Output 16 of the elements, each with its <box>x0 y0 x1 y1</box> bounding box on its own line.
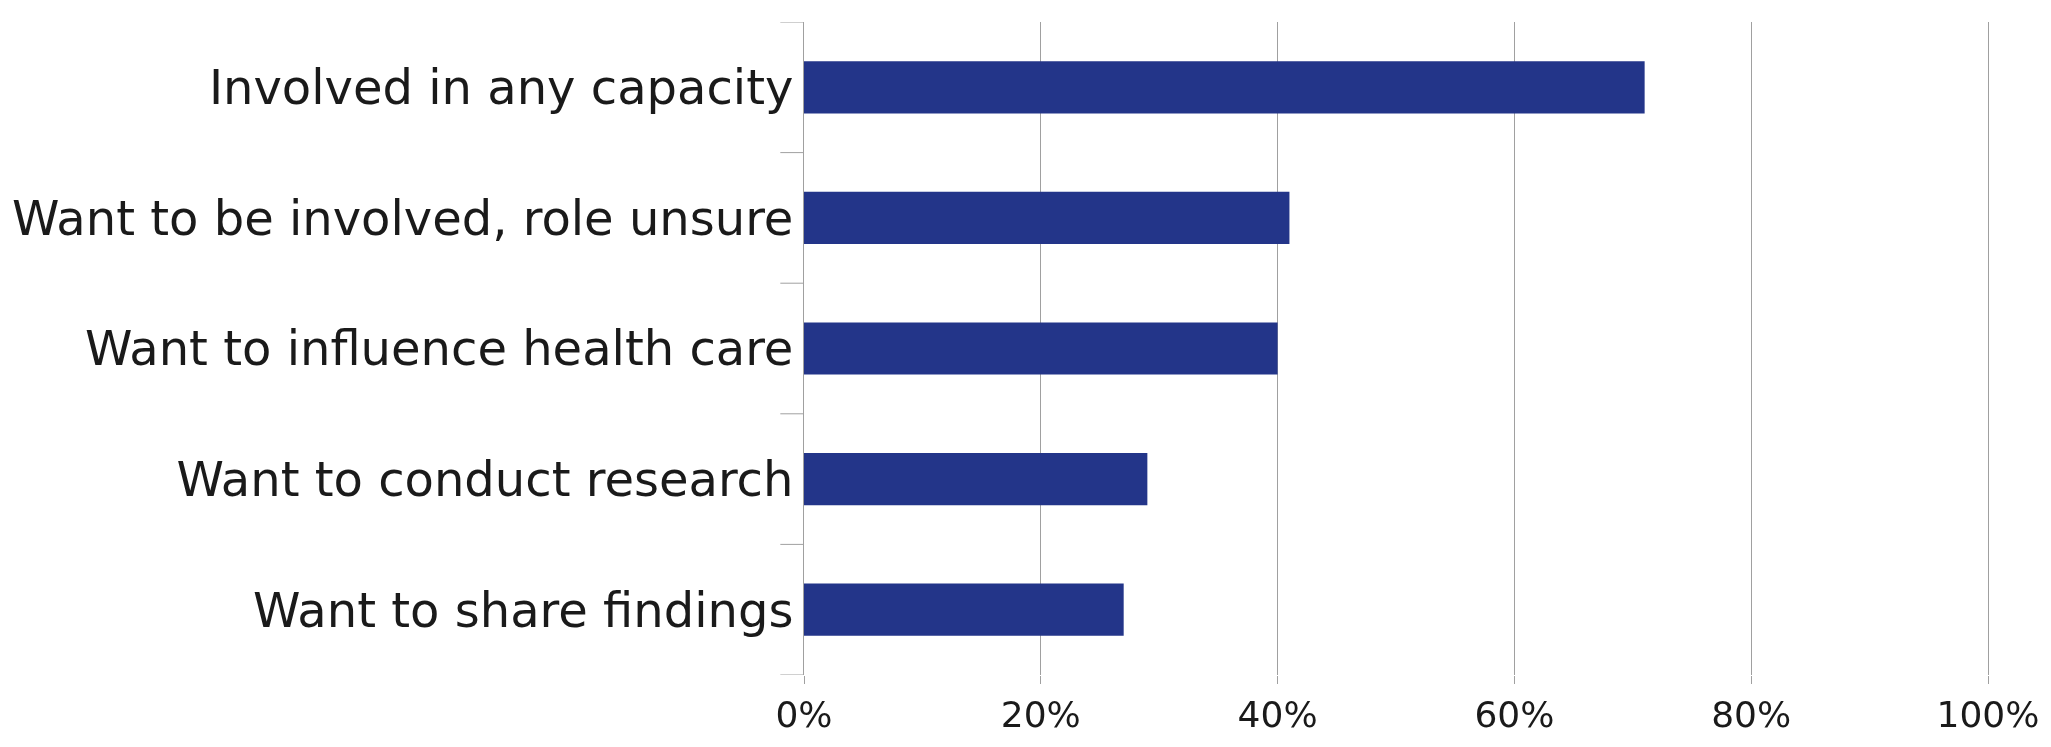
bar <box>804 61 1645 114</box>
bar <box>804 583 1124 636</box>
bar <box>804 452 1148 506</box>
x-tick-label: 80% <box>1711 694 1792 736</box>
x-tick-label: 100% <box>1936 694 2040 736</box>
bar <box>804 191 1290 245</box>
y-tick-label: Involved in any capacity <box>208 59 794 116</box>
bar <box>804 322 1278 375</box>
x-tick-label: 60% <box>1474 694 1555 736</box>
x-tick-label: 0% <box>775 694 833 736</box>
y-tick-label: Want to share findings <box>252 581 794 638</box>
y-tick-label: Want to be involved, role unsure <box>11 189 794 246</box>
y-tick-label: Want to influence health care <box>84 320 794 377</box>
x-tick-label: 40% <box>1237 694 1318 736</box>
y-tick-label: Want to conduct research <box>176 450 794 507</box>
x-tick-label: 20% <box>1000 694 1081 736</box>
